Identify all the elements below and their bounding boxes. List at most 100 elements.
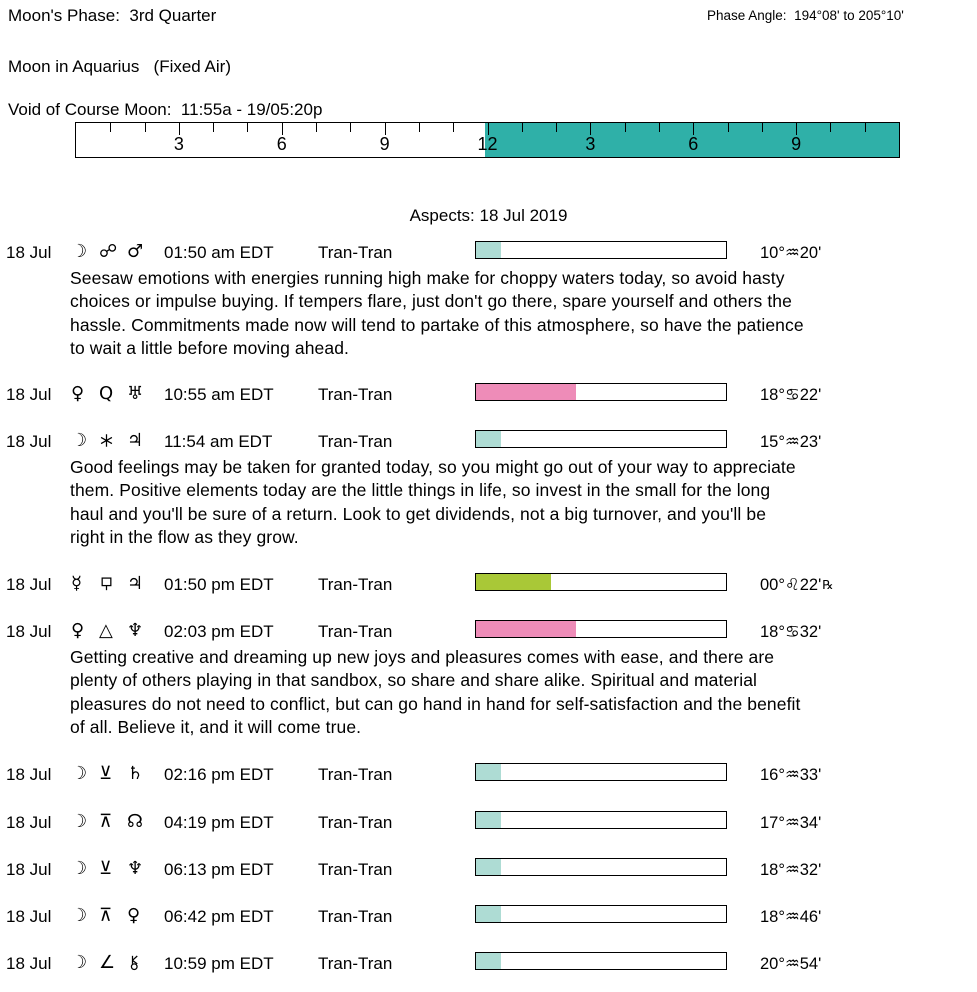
aspect-degree: 17°♒34' bbox=[760, 813, 821, 833]
hour-tick bbox=[693, 123, 695, 135]
aspect-row: 18 Jul ☽ ⊻ ♄ 02:16 pm EDT Tran-Tran 16°♒… bbox=[0, 763, 977, 785]
orb-strength-bar-fill bbox=[476, 621, 576, 637]
aspect-type: Tran-Tran bbox=[318, 765, 393, 784]
aspect-time: 06:42 pm EDT bbox=[164, 907, 274, 926]
aspect-date: 18 Jul bbox=[6, 860, 52, 879]
aspect-row: 18 Jul ☽ ⊻ ♆ 06:13 pm EDT Tran-Tran 18°♒… bbox=[0, 858, 977, 880]
hour-tick bbox=[316, 123, 318, 132]
orb-strength-bar-fill bbox=[476, 242, 501, 258]
aspect-type: Tran-Tran bbox=[318, 385, 393, 404]
hour-tick bbox=[796, 123, 798, 135]
degree-text: 18°♒46' bbox=[760, 908, 822, 926]
hour-tick bbox=[864, 123, 866, 132]
venus-icon: ♀ bbox=[127, 905, 141, 926]
aspect-row: 18 Jul ☿ ♃ 01:50 pm EDT Tran-Tran 00°♌22… bbox=[0, 573, 977, 595]
hour-tick bbox=[658, 123, 660, 132]
retrograde-icon: ℞ bbox=[822, 578, 834, 592]
hour-tick bbox=[487, 123, 489, 135]
hour-tick bbox=[178, 123, 180, 135]
ruler-hour-label: 9 bbox=[379, 134, 390, 154]
ruler-hour-label: 6 bbox=[688, 134, 699, 154]
aspect-date: 18 Jul bbox=[6, 243, 52, 262]
sesquiquadrate-icon bbox=[99, 574, 114, 595]
aspect-type: Tran-Tran bbox=[318, 813, 393, 832]
aspect-time: 06:13 pm EDT bbox=[164, 860, 274, 879]
void-of-course-label: Void of Course Moon: 11:55a - 19/05:20p bbox=[8, 100, 323, 119]
semisextile-icon: ⊻ bbox=[99, 858, 113, 879]
orb-strength-bar bbox=[475, 811, 727, 829]
aspect-time: 11:54 am EDT bbox=[164, 432, 273, 451]
aspect-time: 01:50 am EDT bbox=[164, 243, 274, 262]
aspect-type: Tran-Tran bbox=[318, 575, 393, 594]
orb-strength-bar-fill bbox=[476, 812, 501, 828]
orb-strength-bar-fill bbox=[476, 574, 551, 590]
aspect-time: 02:16 pm EDT bbox=[164, 765, 274, 784]
aspect-interpretation: Getting creative and dreaming up new joy… bbox=[70, 647, 801, 738]
aspect-degree: 18°♋22' bbox=[760, 385, 821, 405]
hour-tick bbox=[521, 123, 523, 132]
ruler-hour-label: 9 bbox=[791, 134, 802, 154]
degree-text: 15°♒23' bbox=[760, 433, 822, 451]
phase-angle-label: Phase Angle: 194°08' to 205°10' bbox=[707, 8, 904, 23]
aspect-type: Tran-Tran bbox=[318, 432, 393, 451]
moon-icon: ☽ bbox=[71, 952, 88, 973]
hour-tick bbox=[624, 123, 626, 132]
chiron-icon bbox=[127, 953, 142, 974]
hour-tick bbox=[761, 123, 763, 132]
north-node-icon: ☊ bbox=[127, 811, 143, 832]
aspect-date: 18 Jul bbox=[6, 385, 52, 404]
saturn-icon: ♄ bbox=[127, 763, 144, 784]
mercury-icon: ☿ bbox=[71, 573, 83, 594]
quincunx-icon: ⊼ bbox=[99, 905, 113, 926]
orb-strength-bar bbox=[475, 905, 727, 923]
hour-tick bbox=[384, 123, 386, 135]
neptune-icon: ♆ bbox=[127, 620, 144, 641]
semisquare-icon: ∠ bbox=[99, 952, 116, 973]
hour-tick bbox=[247, 123, 249, 132]
aspect-row: 18 Jul ☽ ☍ ♂ 01:50 am EDT Tran-Tran 10°♒… bbox=[0, 241, 977, 358]
degree-text: 00°♌22' bbox=[760, 576, 822, 594]
semisextile-icon: ⊻ bbox=[99, 763, 113, 784]
aspect-row: 18 Jul ♀ Q ♅ 10:55 am EDT Tran-Tran 18°♋… bbox=[0, 383, 977, 405]
uranus-icon: ♅ bbox=[127, 383, 144, 404]
aspect-type: Tran-Tran bbox=[318, 860, 393, 879]
degree-text: 10°♒20' bbox=[760, 244, 822, 262]
orb-strength-bar-fill bbox=[476, 764, 501, 780]
orb-strength-bar bbox=[475, 858, 727, 876]
jupiter-icon: ♃ bbox=[127, 573, 144, 594]
aspect-row: 18 Jul ☽ ♃ 11:54 am EDT Tran-Tran 15°♒23… bbox=[0, 430, 977, 547]
hour-tick bbox=[144, 123, 146, 132]
orb-strength-bar bbox=[475, 620, 727, 638]
hour-tick bbox=[556, 123, 558, 132]
moon-icon: ☽ bbox=[71, 430, 88, 451]
moon-icon: ☽ bbox=[71, 811, 88, 832]
hour-tick bbox=[281, 123, 283, 135]
hour-tick bbox=[590, 123, 592, 135]
aspect-date: 18 Jul bbox=[6, 575, 52, 594]
ruler-hour-label: 12 bbox=[477, 134, 498, 154]
aspect-date: 18 Jul bbox=[6, 622, 52, 641]
degree-text: 18°♒32' bbox=[760, 861, 822, 879]
degree-text: 17°♒34' bbox=[760, 814, 822, 832]
hour-tick bbox=[350, 123, 352, 132]
aspect-time: 04:19 pm EDT bbox=[164, 813, 274, 832]
orb-strength-bar-fill bbox=[476, 431, 501, 447]
degree-text: 18°♋32' bbox=[760, 623, 822, 641]
aspect-degree: 18°♒46' bbox=[760, 907, 821, 927]
aspect-date: 18 Jul bbox=[6, 765, 52, 784]
aspect-date: 18 Jul bbox=[6, 907, 52, 926]
orb-strength-bar bbox=[475, 573, 727, 591]
aspect-degree: 00°♌22'℞ bbox=[760, 575, 833, 595]
aspect-type: Tran-Tran bbox=[318, 907, 393, 926]
orb-strength-bar bbox=[475, 383, 727, 401]
orb-strength-bar bbox=[475, 241, 727, 259]
orb-strength-bar-fill bbox=[476, 953, 501, 969]
aspect-row: 18 Jul ☽ ⊼ ♀ 06:42 pm EDT Tran-Tran 18°♒… bbox=[0, 905, 977, 927]
hour-tick bbox=[727, 123, 729, 132]
void-period-highlight bbox=[484, 123, 899, 157]
aspect-time: 10:59 pm EDT bbox=[164, 954, 274, 973]
ruler-hour-label: 6 bbox=[276, 134, 287, 154]
neptune-icon: ♆ bbox=[127, 858, 144, 879]
aspect-time: 02:03 pm EDT bbox=[164, 622, 274, 641]
orb-strength-bar-fill bbox=[476, 906, 501, 922]
